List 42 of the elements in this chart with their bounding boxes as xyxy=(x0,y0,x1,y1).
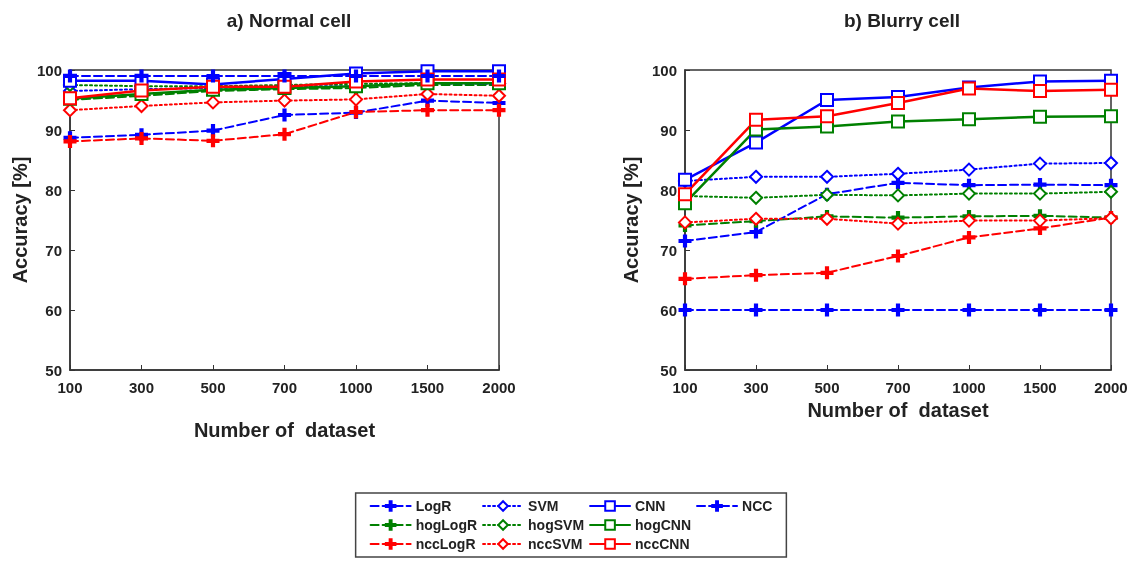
x-tick-label: 500 xyxy=(814,379,840,396)
y-tick-label: 90 xyxy=(660,121,677,139)
legend-label: LogR xyxy=(415,498,452,514)
y-tick-label: 50 xyxy=(660,361,677,379)
x-tick-label: 2000 xyxy=(1094,379,1128,396)
y-tick-label: 70 xyxy=(660,241,677,259)
y-axis-title: Accuracy [%] xyxy=(620,156,643,284)
legend-label: nccLogR xyxy=(415,536,476,552)
x-axis-title: Number of dataset xyxy=(807,399,989,421)
x-tick-label: 1000 xyxy=(952,379,986,396)
x-tick-label: 2000 xyxy=(482,379,516,396)
y-tick-label: 90 xyxy=(45,121,62,139)
chart-title: a) Normal cell xyxy=(226,10,352,31)
x-axis-title: Number of dataset xyxy=(193,419,376,441)
y-axis-title: Accuracy [%] xyxy=(9,156,31,284)
y-tick-label: 100 xyxy=(651,61,677,79)
y-tick-label: 80 xyxy=(660,181,677,199)
y-tick-label: 70 xyxy=(45,241,62,259)
legend-label: nccCNN xyxy=(635,536,690,552)
legend-label: nccSVM xyxy=(528,536,583,552)
chart-title: b) Blurry cell xyxy=(843,10,961,31)
x-tick-label: 100 xyxy=(672,379,698,396)
x-tick-label: 100 xyxy=(57,379,83,396)
y-tick-label: 60 xyxy=(660,301,677,319)
legend-label: hogCNN xyxy=(635,517,692,533)
x-tick-label: 300 xyxy=(743,379,769,396)
x-tick-label: 1000 xyxy=(339,379,373,396)
legend-label: SVM xyxy=(528,498,559,514)
legend-label: hogSVM xyxy=(528,517,585,533)
x-tick-label: 700 xyxy=(885,379,911,396)
x-tick-label: 500 xyxy=(200,379,226,396)
y-tick-label: 60 xyxy=(45,301,62,319)
y-tick-label: 100 xyxy=(36,61,62,79)
legend-label: CNN xyxy=(635,498,666,514)
x-tick-label: 700 xyxy=(271,379,298,396)
x-tick-label: 300 xyxy=(128,379,155,396)
legend-label: hogLogR xyxy=(415,517,478,533)
y-tick-label: 80 xyxy=(45,181,62,199)
x-tick-label: 1500 xyxy=(410,379,445,396)
y-tick-label: 50 xyxy=(45,361,62,379)
x-tick-label: 1500 xyxy=(1023,379,1057,396)
legend-label: NCC xyxy=(742,498,773,514)
